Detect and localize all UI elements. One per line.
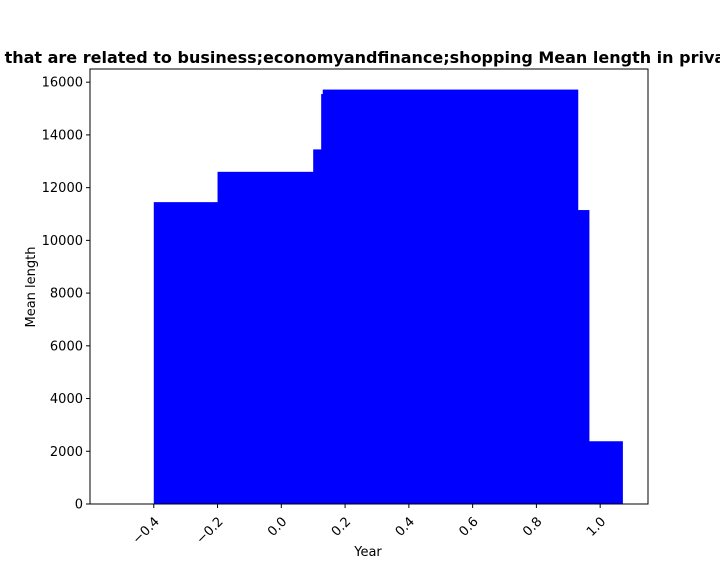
y-axis-label: Mean length [24,247,39,328]
x-axis-label: Year [353,545,382,560]
chart-title: Websites that are related to business;ec… [0,48,720,67]
y-axis: 0 2000 4000 6000 8000 10000 12000 14000 16000 [42,76,90,513]
bars-group [153,89,623,505]
plot-frame [89,68,649,505]
x-tick-label: 1.0 [584,514,609,539]
x-tick-label: 0.6 [456,514,481,539]
y-tick-label: 0 [75,498,83,513]
bar-3 [321,94,324,504]
x-tick-label: 0.2 [329,514,354,539]
x-axis: −0.4 −0.2 0.0 0.2 0.4 0.6 0.8 1.0 [130,504,609,547]
bar-6 [589,441,623,504]
y-tick-label: 4000 [50,392,83,407]
x-tick-label: −0.2 [194,514,227,547]
y-tick-label: 10000 [42,234,83,249]
x-tick-label: 0.0 [265,514,290,539]
x-tick-label: −0.4 [130,514,163,547]
bar-1 [217,171,314,504]
y-tick-label: 12000 [42,181,83,196]
y-tick-label: 8000 [50,287,83,302]
y-tick-label: 14000 [42,128,83,143]
x-tick-label: 0.4 [393,514,418,539]
bar-4 [322,89,579,505]
bar-2 [313,149,322,504]
bar-5 [577,210,590,504]
x-tick-label: 0.8 [520,514,545,539]
y-tick-label: 16000 [42,76,83,91]
y-tick-label: 2000 [50,445,83,460]
bar-0 [153,202,218,505]
y-tick-label: 6000 [50,339,83,354]
